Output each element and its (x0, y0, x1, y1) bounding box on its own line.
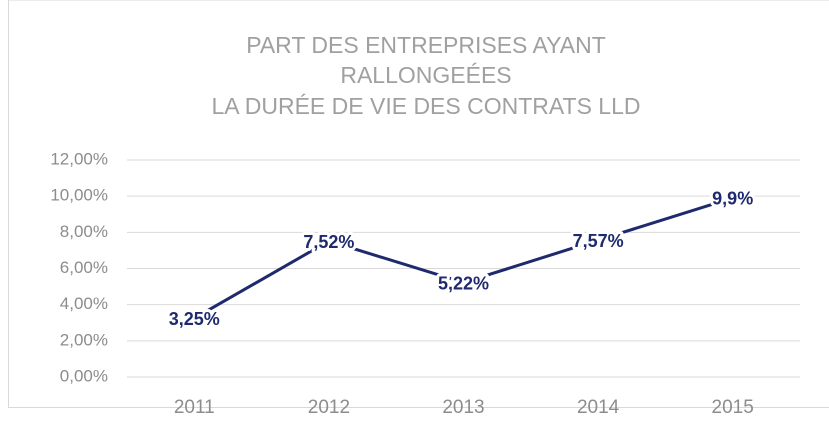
y-tick-label: 6,00% (60, 258, 108, 277)
y-tick-label: 0,00% (60, 366, 108, 385)
x-tick-label: 2014 (577, 397, 620, 418)
x-tick-label: 2015 (712, 397, 754, 418)
x-tick-label: 2012 (308, 397, 350, 418)
y-tick-label: 4,00% (60, 294, 108, 313)
y-tick-label: 8,00% (60, 222, 108, 241)
data-label: 9,9% (712, 189, 753, 209)
y-tick-label: 12,00% (50, 149, 108, 168)
chart-frame (8, 0, 829, 408)
y-tick-label: 2,00% (60, 330, 108, 349)
chart-title: RALLONGEÉES (340, 62, 511, 88)
line (193, 196, 734, 320)
x-tick-label: 2011 (174, 397, 215, 418)
data-label: 7,52% (303, 232, 354, 252)
chart-title: PART DES ENTREPRISES AYANT (246, 32, 606, 58)
x-tick-label: 2013 (442, 397, 484, 418)
data-label: 7,57% (573, 231, 624, 251)
data-label: 3,25% (169, 309, 220, 329)
y-tick-label: 10,00% (50, 186, 108, 205)
data-label: 5,22% (438, 273, 489, 293)
chart-title: LA DURÉE DE VIE DES CONTRATS LLD (211, 93, 640, 119)
